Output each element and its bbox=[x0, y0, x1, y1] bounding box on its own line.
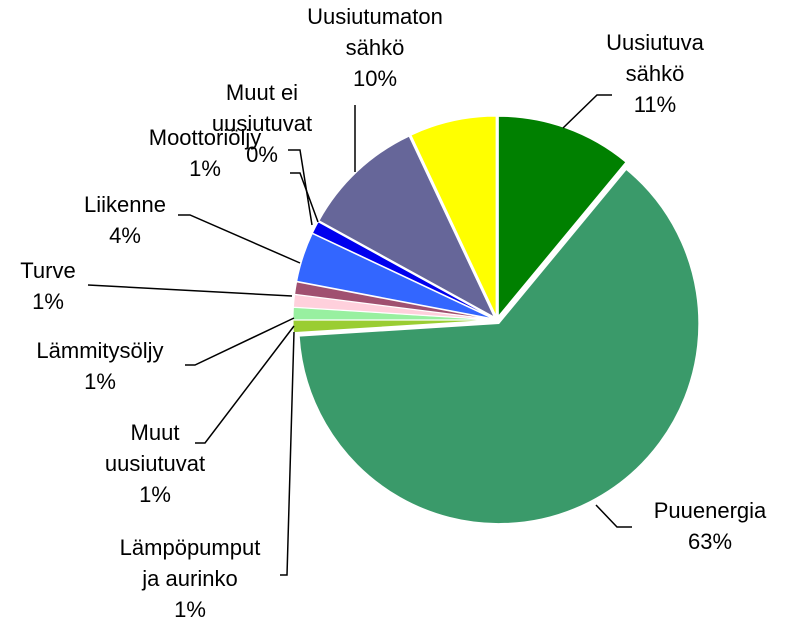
pie-slice bbox=[318, 135, 496, 319]
slice-label: Muut ei uusiutuvat bbox=[212, 80, 312, 136]
leader-line bbox=[87, 284, 293, 297]
pie-slice bbox=[497, 115, 627, 318]
value-label: 1% bbox=[139, 482, 171, 507]
value-label: 0% bbox=[246, 142, 278, 167]
slice-label: Muut uusiutuvat bbox=[105, 420, 205, 476]
value-label: 11% bbox=[634, 92, 676, 117]
leader-line bbox=[562, 94, 612, 129]
slice-label: Lämpöpumput ja aurinko bbox=[120, 535, 261, 591]
pie-slice bbox=[296, 232, 494, 320]
leader-line bbox=[178, 214, 301, 264]
slice-label: Lämmitysöljy bbox=[36, 338, 163, 363]
leader-line bbox=[280, 331, 295, 576]
slice-label: Uusiutuva sähkö bbox=[606, 30, 705, 86]
slice-label: Turve bbox=[20, 258, 75, 283]
leader-line bbox=[288, 149, 313, 226]
value-label: 1% bbox=[84, 369, 116, 394]
value-label: 1% bbox=[189, 156, 221, 181]
slice-label: Uusiutumaton sähkö bbox=[307, 4, 443, 60]
slice-label: Moottoriöljy bbox=[149, 125, 261, 150]
slice-label: Puuenergia bbox=[654, 498, 767, 523]
value-label: 63% bbox=[688, 529, 732, 554]
leader-line bbox=[185, 317, 295, 366]
value-label: 10% bbox=[353, 66, 397, 91]
value-label: 1% bbox=[32, 289, 64, 314]
leader-line bbox=[195, 325, 295, 444]
pie-slice bbox=[410, 115, 497, 317]
pie-slice bbox=[294, 281, 494, 320]
leader-line bbox=[595, 504, 632, 528]
pie-slice bbox=[298, 168, 700, 525]
leader-line bbox=[290, 172, 319, 223]
slice-label: Liikenne bbox=[84, 192, 166, 217]
value-label: 4% bbox=[109, 223, 141, 248]
value-label: 1% bbox=[174, 597, 206, 622]
